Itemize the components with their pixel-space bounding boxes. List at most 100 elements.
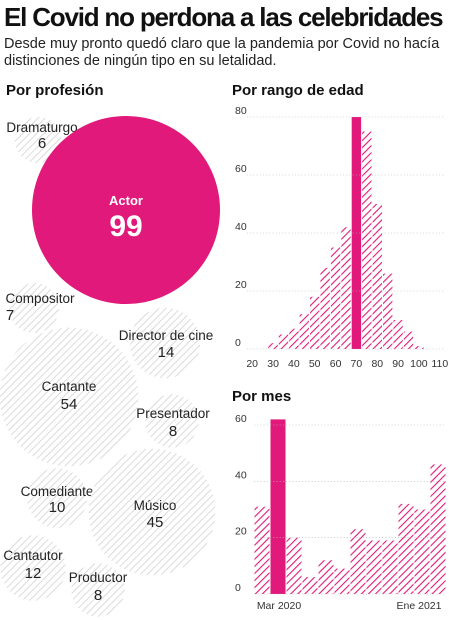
age-bar-60 [330, 247, 341, 349]
age-bar-chart: 0 20 40 60 80 20 30 40 50 60 70 80 90 100 110 [235, 105, 448, 370]
age-bar-65 [341, 227, 351, 349]
age-bars [268, 117, 424, 349]
bubble-actor: Actor 99 [32, 116, 220, 304]
bubble-productor: Productor 8 [69, 563, 128, 617]
age-y-tick-60: 60 [235, 163, 247, 175]
bubble-label-dramaturgo: Dramaturgo [6, 120, 77, 135]
bubble-circle-presentador [145, 394, 199, 448]
month-bar-2020-08 [350, 529, 366, 594]
profession-section-title: Por profesión [6, 82, 104, 99]
month-bar-2020-10 [382, 540, 398, 594]
month-bar-2020-11 [398, 503, 414, 594]
bubble-circle-actor [32, 116, 220, 304]
month-x-tick-start: Mar 2020 [257, 600, 302, 612]
bubble-cantautor: Cantautor 12 [0, 535, 66, 601]
age-x-tick-40: 40 [288, 358, 300, 370]
month-bar-2020-04 [286, 537, 302, 594]
bubble-label-director-de-cine: Director de cine [119, 328, 214, 343]
age-bar-95 [403, 331, 414, 349]
bubble-value-comediante: 10 [49, 499, 66, 516]
bubble-compositor: Compositor 7 [5, 283, 75, 333]
bubble-value-actor: 99 [109, 210, 142, 243]
month-y-ticks: 0 20 40 60 [235, 413, 446, 595]
bubble-circle-compositor [9, 283, 59, 333]
month-bar-2020-03 [270, 419, 286, 594]
month-y-tick-0: 0 [235, 582, 241, 594]
bubble-label-cantautor: Cantautor [3, 548, 63, 563]
age-bar-80 [372, 204, 382, 349]
month-bars [254, 419, 446, 594]
age-x-tick-70: 70 [351, 358, 363, 370]
age-x-tick-20: 20 [246, 358, 258, 370]
month-bar-2020-06 [318, 560, 334, 594]
month-bar-2020-09 [366, 540, 382, 594]
month-x-tick-end: Ene 2021 [397, 600, 442, 612]
month-bar-chart: 0 20 40 60 Mar 2020 Ene 2021 [235, 413, 446, 612]
bubble-value-director-de-cine: 14 [158, 344, 175, 361]
month-bar-2020-07 [334, 568, 350, 594]
age-x-tick-90: 90 [392, 358, 404, 370]
bubble-value-musico: 45 [147, 514, 164, 531]
age-y-tick-80: 80 [235, 105, 247, 117]
bubble-value-presentador: 8 [169, 423, 177, 440]
month-bar-2020-02 [254, 506, 270, 594]
bubble-label-comediante: Comediante [21, 484, 94, 499]
age-bar-35 [278, 334, 289, 349]
month-y-tick-60: 60 [235, 413, 247, 425]
month-bar-2020-12 [414, 509, 430, 594]
age-y-tick-0: 0 [235, 337, 241, 349]
age-bar-30 [268, 343, 278, 349]
page-subtitle: Desde muy pronto quedó claro que la pand… [4, 36, 440, 69]
bubble-label-productor: Productor [69, 570, 128, 585]
bubble-label-musico: Músico [134, 498, 177, 513]
bubble-circle-director-de-cine [129, 307, 201, 379]
bubble-label-compositor: Compositor [5, 291, 75, 306]
bubble-circle-cantautor [0, 535, 66, 601]
bubble-value-productor: 8 [94, 587, 102, 604]
age-bar-50 [310, 296, 320, 349]
age-y-tick-20: 20 [235, 279, 247, 291]
age-bar-90 [393, 320, 403, 349]
age-x-ticks: 20 30 40 50 60 70 80 90 100 110 [246, 358, 448, 370]
age-bar-85 [383, 273, 393, 349]
bubble-circle-comediante [27, 468, 87, 528]
month-bar-2021-01 [430, 464, 446, 594]
month-y-tick-40: 40 [235, 469, 247, 481]
bubble-value-cantautor: 12 [25, 565, 42, 582]
bubble-comediante: Comediante 10 [21, 468, 94, 528]
page-title: El Covid no perdona a las celebridades [4, 2, 444, 32]
bubble-circle-musico [88, 448, 216, 576]
bubble-circle-productor [71, 563, 125, 617]
bubble-circle-cantante [0, 327, 139, 467]
bubble-value-compositor: 7 [6, 307, 14, 324]
bubble-label-cantante: Cantante [42, 379, 97, 394]
month-section-title: Por mes [232, 388, 292, 405]
age-y-ticks: 0 20 40 60 80 [235, 105, 445, 350]
age-section-title: Por rango de edad [232, 82, 364, 99]
bubble-label-actor: Actor [109, 193, 143, 208]
age-bar-100 [414, 346, 424, 349]
age-bar-40 [289, 328, 299, 349]
age-x-tick-100: 100 [410, 358, 428, 370]
bubble-value-cantante: 54 [61, 396, 78, 413]
bubble-director-de-cine: Director de cine 14 [119, 307, 214, 379]
bubble-dramaturgo: Dramaturgo 6 [6, 116, 78, 164]
age-x-tick-80: 80 [371, 358, 383, 370]
bubble-musico: Músico 45 [88, 448, 216, 576]
bubble-presentador: Presentador 8 [136, 394, 210, 448]
profession-bubble-chart: Dramaturgo 6 Actor 99 Compositor 7 Direc… [0, 116, 220, 617]
age-x-tick-110: 110 [431, 358, 448, 370]
age-x-tick-60: 60 [330, 358, 342, 370]
month-y-tick-20: 20 [235, 526, 247, 538]
month-bar-2020-05 [302, 577, 318, 594]
age-x-tick-50: 50 [309, 358, 321, 370]
bubble-value-dramaturgo: 6 [38, 135, 46, 152]
age-bar-55 [320, 267, 330, 349]
age-y-tick-40: 40 [235, 221, 247, 233]
age-bar-45 [299, 314, 309, 349]
age-x-tick-30: 30 [267, 358, 279, 370]
age-bar-75 [362, 131, 372, 349]
bubble-label-presentador: Presentador [136, 406, 210, 421]
bubble-cantante: Cantante 54 [0, 327, 139, 467]
